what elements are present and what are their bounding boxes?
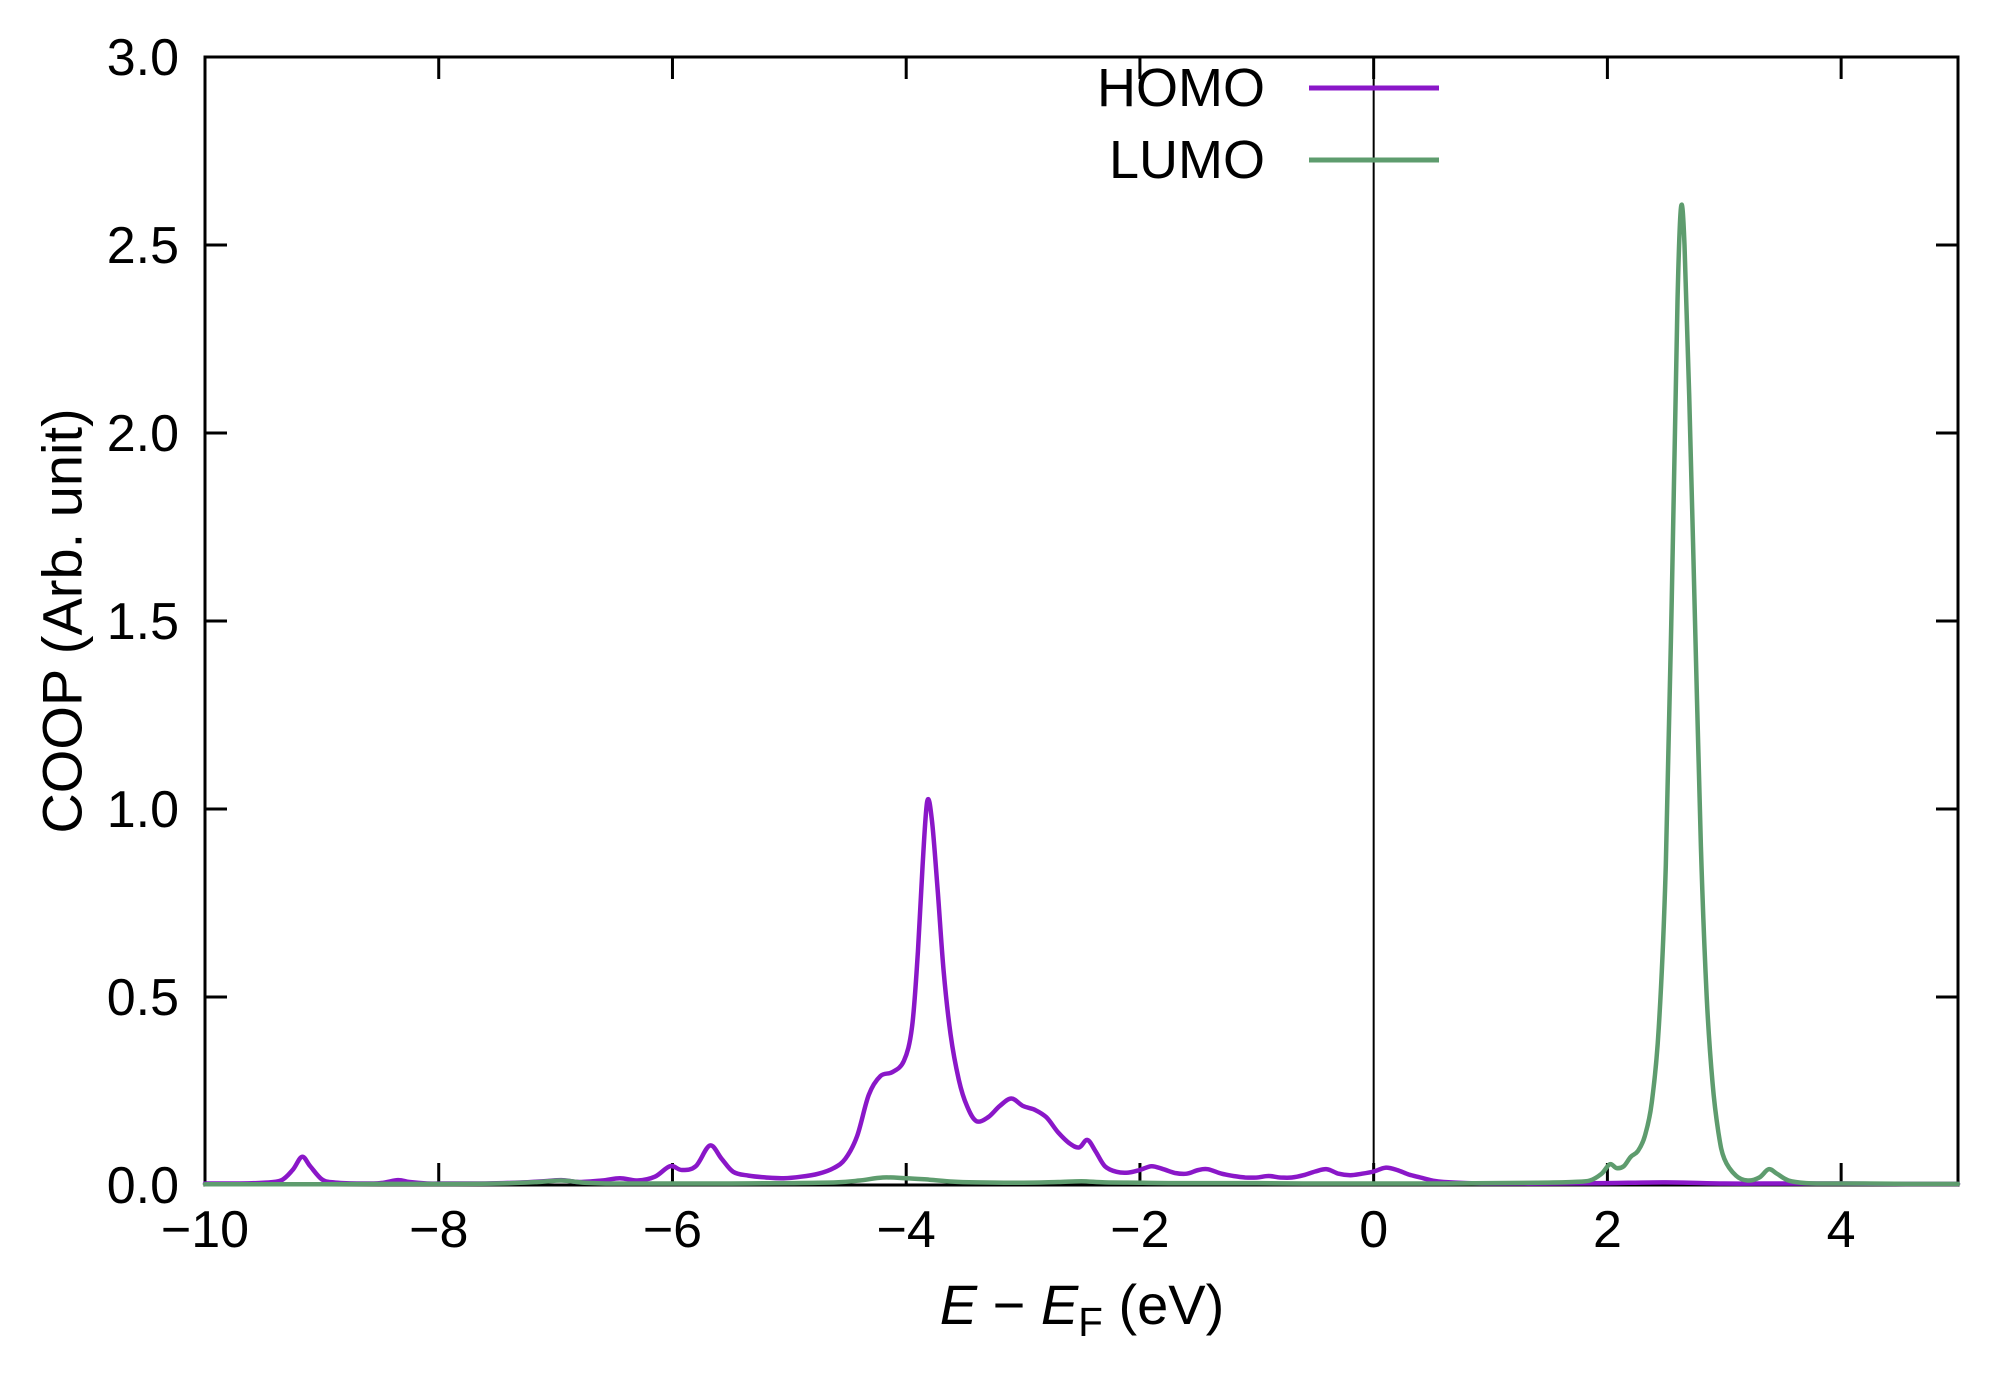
x-axis-label-minus: − [977,1273,1041,1336]
series-curve-lumo [202,202,1961,1187]
y-tick-label: 0.0 [107,1157,179,1215]
y-tick-label: 1.0 [107,781,179,839]
legend-item-lumo: LUMO [1030,128,1439,192]
legend-line-sample-lumo [1309,157,1439,163]
x-tick-label: −8 [409,1201,468,1259]
x-tick-label: 4 [1827,1201,1856,1259]
y-tick-label: 2.0 [107,405,179,463]
series-curve-homo [202,796,1961,1187]
y-tick-label: 2.5 [107,217,179,275]
x-axis-label-e: E [939,1273,978,1336]
x-tick-label: −6 [643,1201,702,1259]
x-tick-label: −2 [1110,1201,1169,1259]
x-axis-label: E − EF (eV) [940,1272,1225,1346]
y-tick-label: 1.5 [107,593,179,651]
legend-label-homo: HOMO [1097,58,1265,118]
legend-item-homo: HOMO [1030,56,1439,120]
x-axis-label-sub-f: F [1078,1299,1103,1346]
x-tick-label: 0 [1359,1201,1388,1259]
legend-label-lumo: LUMO [1108,130,1265,190]
x-tick-label: 2 [1593,1201,1622,1259]
x-tick-label: −4 [877,1201,936,1259]
y-axis-label: COOP (Arb. unit) [30,408,94,834]
y-tick-label: 3.0 [107,29,179,87]
x-tick-label: −10 [161,1201,249,1259]
y-tick-label: 0.5 [107,969,179,1027]
x-axis-label-unit: (eV) [1102,1273,1225,1336]
x-axis-label-ef: E [1040,1273,1079,1336]
legend: HOMO LUMO [1030,56,1439,192]
legend-line-sample-homo [1309,85,1439,91]
plot-frame [203,55,1960,1187]
